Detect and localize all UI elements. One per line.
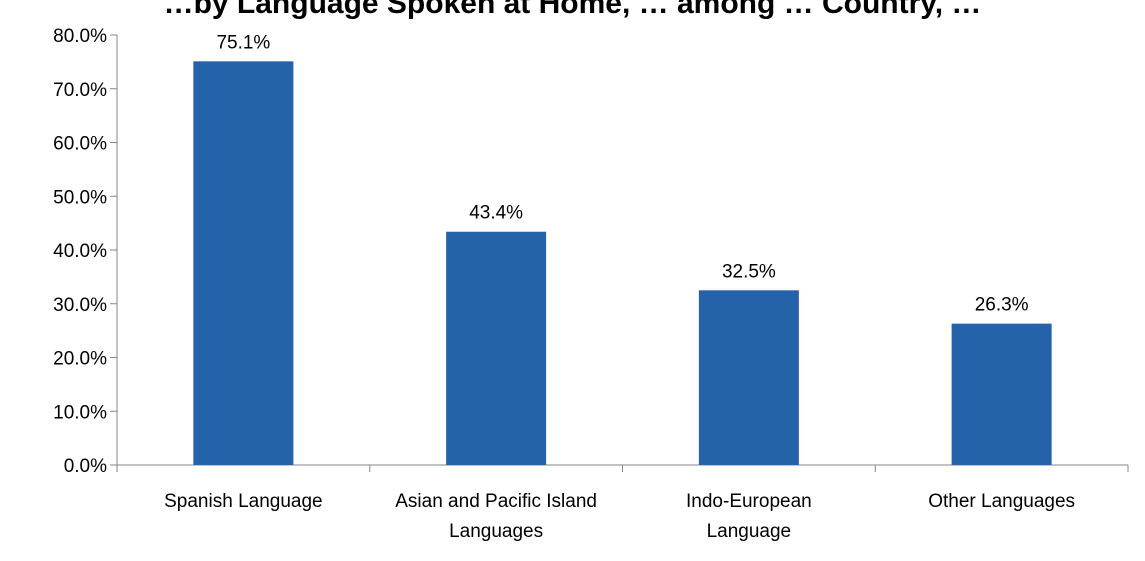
bar — [951, 323, 1052, 465]
bar — [446, 231, 547, 465]
y-tick-label: 80.0% — [53, 26, 107, 47]
category-label: Language — [707, 521, 792, 542]
category-label: Spanish Language — [164, 491, 322, 512]
chart-title: …by Language Spoken at Home, … among … C… — [163, 0, 982, 20]
y-tick-label: 30.0% — [53, 295, 107, 316]
y-tick-label: 10.0% — [53, 402, 107, 423]
data-label: 43.4% — [469, 203, 523, 224]
bars — [193, 61, 1052, 466]
y-tick-label: 60.0% — [53, 134, 107, 155]
category-label: Languages — [449, 521, 543, 542]
category-label: Other Languages — [928, 491, 1075, 512]
y-tick-label: 40.0% — [53, 241, 107, 262]
y-axis: 0.0% 10.0% 20.0% 30.0% 40.0% 50.0% 60.0% 70.0% 8… — [53, 26, 118, 477]
y-tick-label: 0.0% — [64, 456, 107, 477]
data-label: 75.1% — [216, 32, 270, 53]
category-label: Asian and Pacific Island — [395, 491, 597, 512]
category-label: Indo-European — [686, 491, 812, 512]
data-label: 26.3% — [975, 295, 1029, 316]
category-labels: Spanish Language Asian and Pacific Island… — [164, 491, 1075, 542]
data-labels: 75.1% 43.4% 32.5% 26.3% — [216, 32, 1028, 315]
y-tick-label: 20.0% — [53, 349, 107, 370]
bar — [698, 290, 799, 465]
y-tick-label: 50.0% — [53, 187, 107, 208]
data-label: 32.5% — [722, 261, 776, 282]
y-tick-label: 70.0% — [53, 80, 107, 101]
bar — [193, 61, 294, 466]
x-axis — [116, 464, 1129, 472]
